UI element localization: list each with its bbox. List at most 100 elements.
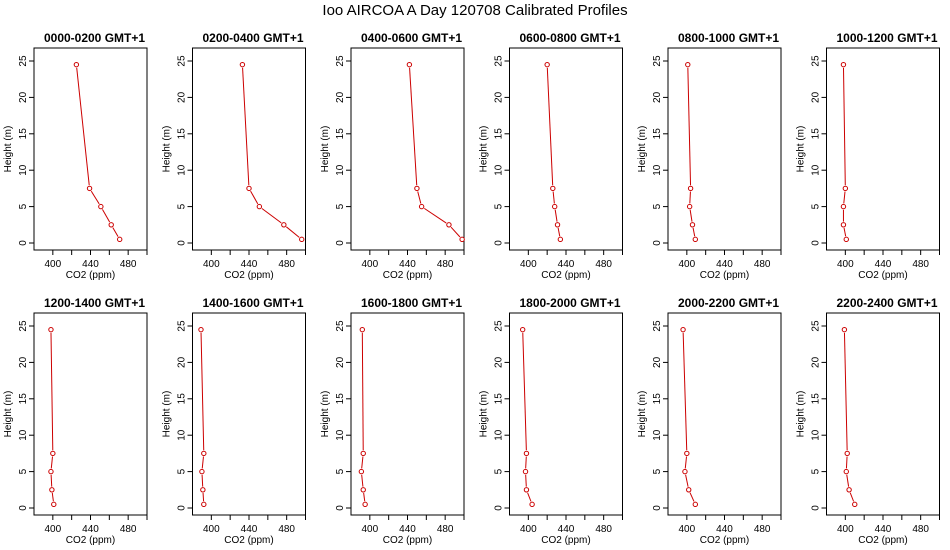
y-axis-label: Height (m) <box>3 126 14 173</box>
page-title: Ioo AIRCOA A Day 120708 Calibrated Profi… <box>322 2 628 19</box>
y-tick-label: 15 <box>18 128 29 140</box>
x-axis-label: CO2 (ppm) <box>224 535 273 546</box>
profile-segment <box>687 67 692 186</box>
profile-point <box>48 468 54 475</box>
profile-point <box>685 61 691 68</box>
profile-point <box>686 487 692 493</box>
y-tick-label: 0 <box>177 505 188 511</box>
y-tick-label: 25 <box>494 320 505 332</box>
profile-point <box>446 222 452 228</box>
y-tick-label: 20 <box>652 356 663 368</box>
profile-segment <box>846 474 850 487</box>
panel-title: 0800-1000 GMT+1 <box>678 31 779 45</box>
y-tick-label: 5 <box>652 468 663 474</box>
y-tick-label: 20 <box>18 91 29 103</box>
profile-segment <box>689 209 693 222</box>
profile-segment <box>361 474 364 487</box>
profile-segment <box>689 492 695 502</box>
y-tick-label: 25 <box>652 55 663 67</box>
profile-segment <box>202 492 205 502</box>
y-tick-label: 0 <box>652 505 663 511</box>
x-tick-label: 480 <box>595 524 612 535</box>
y-tick-label: 5 <box>494 203 505 209</box>
profile-segment <box>552 191 555 204</box>
profile-segment <box>76 67 90 186</box>
profile-segment <box>522 332 527 451</box>
profile-point <box>51 501 57 508</box>
y-tick-label: 5 <box>652 203 663 209</box>
y-tick-label: 0 <box>177 240 188 246</box>
y-axis-label: Height (m) <box>479 391 490 438</box>
y-tick-label: 15 <box>335 393 346 405</box>
x-axis-label: CO2 (ppm) <box>700 270 749 281</box>
x-tick-label: 480 <box>912 259 929 270</box>
x-tick-label: 480 <box>120 524 137 535</box>
profile-point <box>692 236 699 243</box>
profile-point <box>50 450 56 457</box>
plot-frame <box>192 47 306 251</box>
y-tick-label: 15 <box>652 128 663 140</box>
y-axis-label: Height (m) <box>320 391 331 438</box>
profile-point <box>523 487 530 493</box>
y-tick-label: 0 <box>18 505 29 511</box>
y-tick-label: 0 <box>811 505 822 511</box>
x-tick-label: 400 <box>678 524 695 535</box>
profile-segment <box>849 492 855 502</box>
y-tick-label: 25 <box>494 55 505 67</box>
y-tick-label: 5 <box>335 203 346 209</box>
profile-point <box>73 61 80 68</box>
profile-point <box>98 203 104 210</box>
profile-point <box>680 326 686 333</box>
x-tick-label: 440 <box>241 259 258 270</box>
x-axis-label: CO2 (ppm) <box>383 270 432 281</box>
profile-point <box>201 501 207 508</box>
profile-point <box>199 468 205 475</box>
y-tick-label: 25 <box>652 320 663 332</box>
y-axis-label: Height (m) <box>162 126 173 173</box>
profile-segment <box>692 227 696 237</box>
y-tick-label: 15 <box>652 393 663 405</box>
profile-segment <box>527 492 532 502</box>
profile-segment <box>682 332 688 451</box>
x-tick-label: 400 <box>837 524 854 535</box>
y-tick-label: 10 <box>177 429 188 441</box>
panel-title: 0000-0200 GMT+1 <box>44 31 145 45</box>
y-axis-label: Height (m) <box>479 126 490 173</box>
y-tick-label: 20 <box>177 91 188 103</box>
profile-segment <box>525 474 527 487</box>
y-tick-label: 20 <box>177 356 188 368</box>
profile-point <box>359 326 365 333</box>
y-axis-label: Height (m) <box>796 391 807 438</box>
profile-segment <box>685 474 689 487</box>
x-tick-label: 440 <box>716 524 733 535</box>
y-tick-label: 15 <box>494 393 505 405</box>
x-axis-label: CO2 (ppm) <box>66 535 115 546</box>
x-tick-label: 440 <box>875 259 892 270</box>
y-tick-label: 10 <box>494 429 505 441</box>
profile-point <box>459 236 465 243</box>
y-tick-label: 0 <box>18 240 29 246</box>
profile-segment <box>90 190 100 205</box>
profile-segment <box>50 456 54 469</box>
profile-segment <box>845 456 848 469</box>
profile-segment <box>450 226 461 238</box>
profile-point <box>239 61 246 68</box>
y-tick-label: 0 <box>811 240 822 246</box>
y-tick-label: 0 <box>494 505 505 511</box>
x-tick-label: 480 <box>278 259 295 270</box>
y-tick-label: 25 <box>811 55 822 67</box>
profile-segment <box>424 207 447 224</box>
x-axis-label: CO2 (ppm) <box>541 535 590 546</box>
x-tick-label: 480 <box>120 259 137 270</box>
y-tick-label: 25 <box>18 55 29 67</box>
panel-title: 0200-0400 GMT+1 <box>202 31 303 45</box>
plot-frame <box>509 47 623 251</box>
profile-point <box>116 236 123 243</box>
x-tick-label: 440 <box>399 524 416 535</box>
profile-segment <box>261 208 282 224</box>
x-tick-label: 440 <box>399 259 416 270</box>
profile-segment <box>102 209 111 223</box>
plot-frame <box>350 47 465 251</box>
profile-point <box>414 185 420 192</box>
